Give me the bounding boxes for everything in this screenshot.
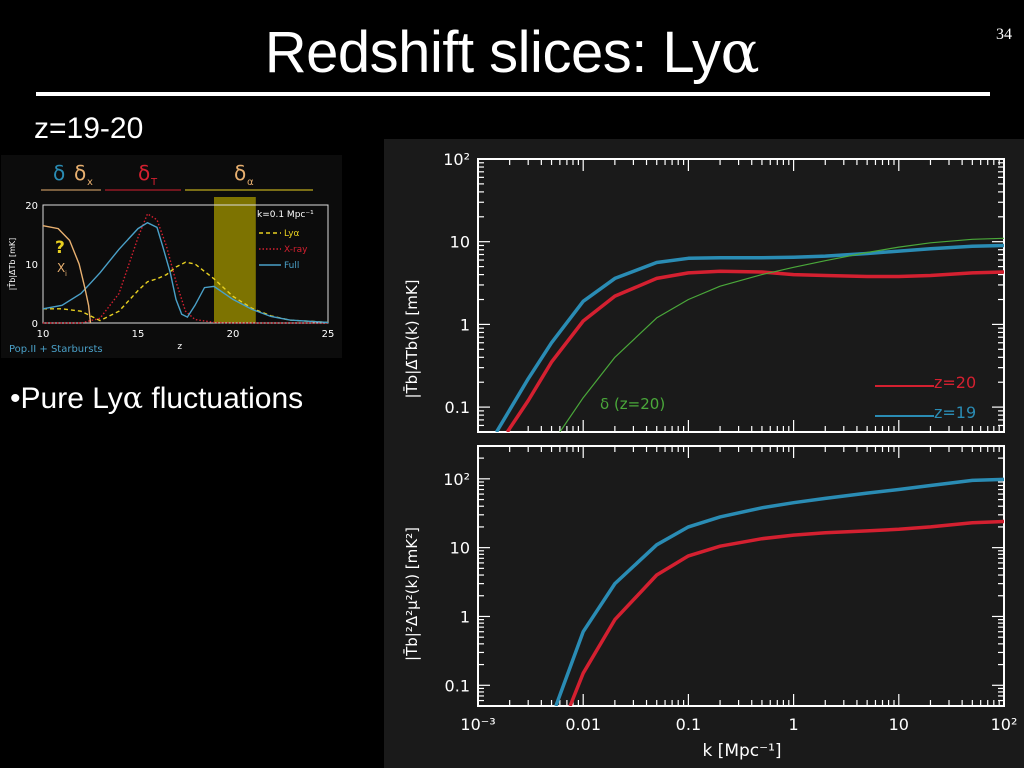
delta-annotation: δ (z=20) xyxy=(600,395,665,413)
figure-background xyxy=(384,139,1024,768)
bullet-alpha: α xyxy=(122,381,144,416)
inset-x-axis-label: z xyxy=(177,342,182,352)
inset-x-tick-label: 20 xyxy=(227,329,240,340)
inset-background xyxy=(1,155,342,358)
inset-y-tick-label: 10 xyxy=(25,260,38,271)
series-line-z-20 xyxy=(568,519,1004,706)
y-tick-label: 0.1 xyxy=(445,398,470,417)
title-text: Redshift slices: Ly xyxy=(264,20,721,85)
series-line-z-20 xyxy=(505,269,1004,432)
inset-y-tick-label: 20 xyxy=(25,201,38,212)
title-underline xyxy=(36,92,990,96)
x-axis-label: k [Mpc⁻¹] xyxy=(702,741,781,761)
label-delta-T: δ xyxy=(138,161,150,185)
xi-label: X xyxy=(57,261,65,275)
series-line-z-19 xyxy=(554,477,1004,706)
redshift-range: z=19-20 xyxy=(34,112,144,145)
xi-question: ? xyxy=(55,238,65,258)
inset-legend-label: X-ray xyxy=(284,245,308,255)
bottom-y-axis-label: |T̄b|²Δ²μ²(k) [mK²] xyxy=(402,527,421,661)
bullet-suffix: fluctuations xyxy=(143,382,304,415)
x-tick-label: 10 xyxy=(889,715,909,734)
xi-sub: i xyxy=(65,270,67,278)
inset-series-full xyxy=(42,221,329,324)
x-tick-label: 0.01 xyxy=(565,715,601,734)
slide-title: Redshift slices: Lyα xyxy=(0,18,1024,86)
y-tick-label: 1 xyxy=(460,315,470,334)
inset-series-x-ray xyxy=(43,212,328,324)
bullet-text: Pure Ly xyxy=(20,382,123,415)
y-tick-label: 10² xyxy=(443,150,470,169)
bullet-point: •Pure Lyα fluctuations xyxy=(10,381,303,416)
x-tick-label: 10⁻³ xyxy=(460,715,495,734)
y-tick-label: 1 xyxy=(460,607,470,626)
inset-x-tick-label: 25 xyxy=(322,329,335,340)
inset-series-x-i xyxy=(42,225,92,324)
inset-legend-label: Lyα xyxy=(284,229,300,239)
label-delta: δ xyxy=(53,161,65,185)
inset-legend-label: Full xyxy=(284,261,299,271)
x-tick-label: 1 xyxy=(789,715,799,734)
slide-number: 34 xyxy=(996,26,1012,43)
panel-frame xyxy=(477,445,1005,707)
inset-top-labels: δ δ x δ T δ α xyxy=(41,161,313,191)
series-line-z-19 xyxy=(494,243,1004,432)
label-delta-T-sub: T xyxy=(150,177,158,188)
lyalpha-redshift-band xyxy=(214,197,256,323)
y-tick-label: 10 xyxy=(450,539,470,558)
x-tick-label: 10² xyxy=(991,715,1018,734)
bullet-marker: • xyxy=(10,382,21,415)
y-tick-label: 0.1 xyxy=(445,676,470,695)
inset-legend-k: k=0.1 Mpc⁻¹ xyxy=(257,210,314,220)
y-tick-label: 10² xyxy=(443,470,470,489)
title-alpha: α xyxy=(720,18,760,86)
top-y-axis-label: |T̄b|Δ̄Tb(k) [mK] xyxy=(402,279,421,398)
top-panel: 0.1 1 10 10² xyxy=(443,150,1005,433)
x-tick-label: 0.1 xyxy=(676,715,701,734)
bottom-panel: 0.1 1 10 10² 10⁻³ 0.01 0.1 1 10 10² xyxy=(443,445,1018,734)
legend-label-z20: z=20 xyxy=(934,373,976,392)
inset-y-axis-label: |T̄b|Δ̄Tb [mK] xyxy=(7,238,17,291)
inset-x-tick-label: 15 xyxy=(132,329,145,340)
y-tick-label: 10 xyxy=(450,233,470,252)
series-line--z-20- xyxy=(559,237,1004,432)
label-delta-x: δ xyxy=(74,161,86,185)
legend-label-z19: z=19 xyxy=(934,403,976,422)
inset-frame xyxy=(42,204,329,324)
inset-x-tick-label: 10 xyxy=(37,329,50,340)
panel-frame xyxy=(477,158,1005,433)
inset-y-tick-label: 0 xyxy=(32,319,38,330)
inset-footer: Pop.II + Starbursts xyxy=(9,344,103,355)
label-delta-alpha: δ xyxy=(234,161,246,185)
inset-series-ly- xyxy=(43,261,329,324)
power-spectrum-figure: 0.1 1 10 10² 0.1 1 10 10² 10⁻³ 0.01 0.1 1 10 10² |T̄… xyxy=(384,139,1024,768)
label-delta-x-sub: x xyxy=(87,177,93,188)
label-delta-alpha-sub: α xyxy=(247,177,254,188)
